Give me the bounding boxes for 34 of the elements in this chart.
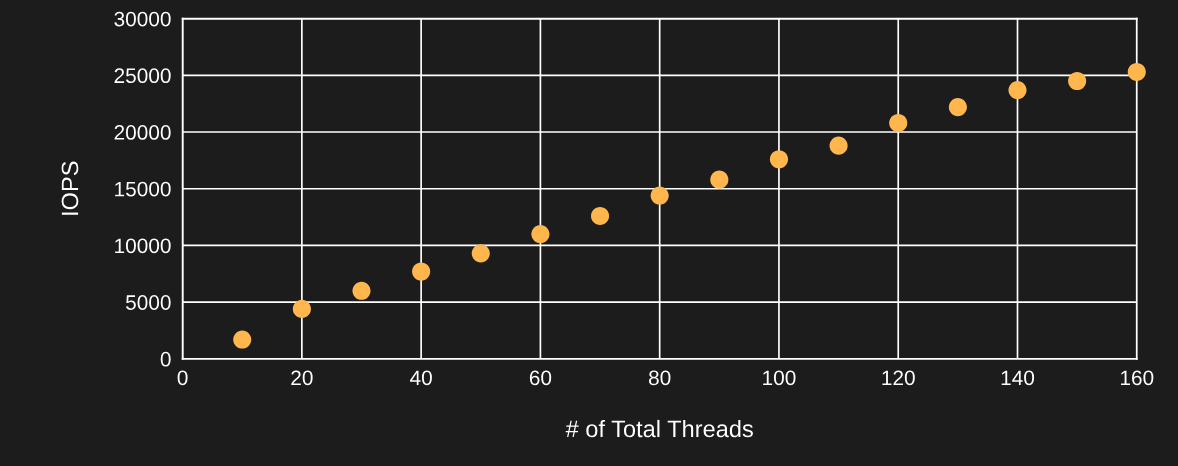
point [889,113,908,133]
x-tick-label: 140 [1001,370,1035,386]
point [531,225,550,244]
point [1127,62,1146,81]
y-tick-label: 30000 [114,11,171,27]
point [471,244,490,263]
x-tick-label: 100 [763,370,796,386]
point [233,330,252,349]
y-tick-label: 0 [160,351,171,367]
point [948,98,967,117]
point [590,206,610,225]
x-tick-label: 120 [882,370,915,386]
y-tick-label: 15000 [115,181,171,197]
y-tick-label: 10000 [115,238,171,254]
point [1068,71,1087,91]
y-axis-title: IOPS [61,161,79,215]
x-tick-label: 60 [529,370,552,386]
point [352,281,371,300]
x-tick-label: 80 [649,370,671,386]
point [650,186,669,205]
x-tick-label: 160 [1120,370,1154,386]
point [412,262,431,281]
x-tick-label: 20 [291,370,313,386]
y-tick-label: 20000 [114,125,171,140]
x-tick-label: 0 [177,370,188,386]
y-tick-label: 25000 [114,68,171,84]
x-tick-label: 40 [410,370,432,386]
point [769,150,789,169]
point [292,299,311,318]
y-tick-label: 5000 [125,295,171,310]
point [710,170,729,189]
point [1008,81,1027,100]
x-axis-title: # of Total Threads [565,419,753,438]
point [829,136,848,155]
